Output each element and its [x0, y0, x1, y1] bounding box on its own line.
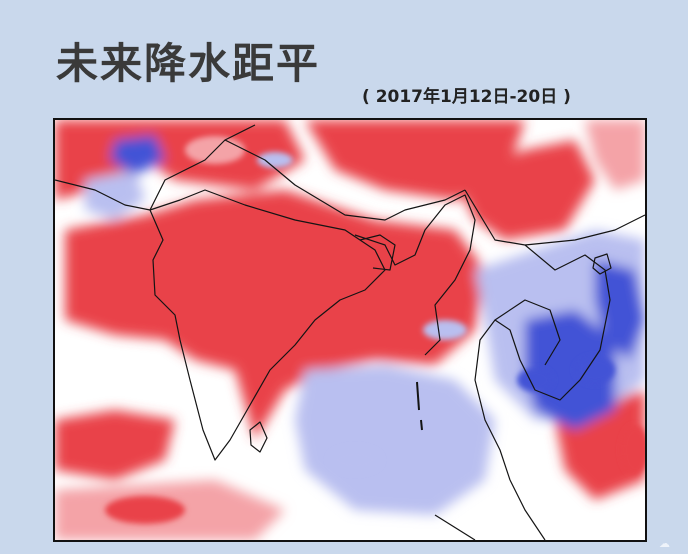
- himalaya-border: [224, 139, 466, 221]
- andaman-islands: [416, 381, 423, 431]
- anomaly-red-region: [55, 410, 175, 480]
- anomaly-speckles: [105, 136, 645, 524]
- pakistan-border: [55, 124, 256, 211]
- malay-peninsula: [509, 479, 546, 540]
- anomaly-blue-region: [110, 135, 165, 175]
- precipitation-anomaly-map: [53, 118, 647, 542]
- anomaly-speckle: [423, 320, 467, 340]
- anomaly-speckle: [105, 496, 185, 524]
- anomaly-light-red-region: [585, 120, 645, 190]
- anomaly-red-region: [455, 140, 595, 240]
- page-title: 未来降水距平: [56, 39, 321, 88]
- sumatra-coast: [434, 514, 476, 540]
- date-range-subtitle: ( 2017年1月12日-20日 ): [362, 87, 571, 107]
- myanmar-outline: [354, 194, 476, 356]
- indochina-outline: [464, 189, 611, 481]
- sri-lanka-outline: [249, 421, 268, 453]
- anomaly-light-blue-region: [85, 170, 145, 220]
- coastlines-and-borders: [55, 124, 645, 540]
- china-coast: [524, 214, 645, 246]
- anomaly-light-blue-region: [390, 420, 445, 465]
- anomaly-speckle: [257, 152, 293, 168]
- thailand-border: [494, 299, 561, 366]
- anomaly-speckle: [621, 425, 645, 475]
- map-svg: [55, 120, 645, 540]
- hainan-outline: [592, 253, 612, 275]
- watermark: ☁: [659, 537, 670, 550]
- anomaly-speckle: [575, 356, 615, 384]
- bangladesh-outline: [359, 234, 396, 271]
- anomaly-speckle: [517, 368, 553, 392]
- anomaly-red-region: [65, 190, 485, 440]
- india-outline: [149, 189, 386, 461]
- anomaly-blue-region: [525, 310, 615, 430]
- anomaly-speckle: [330, 448, 380, 472]
